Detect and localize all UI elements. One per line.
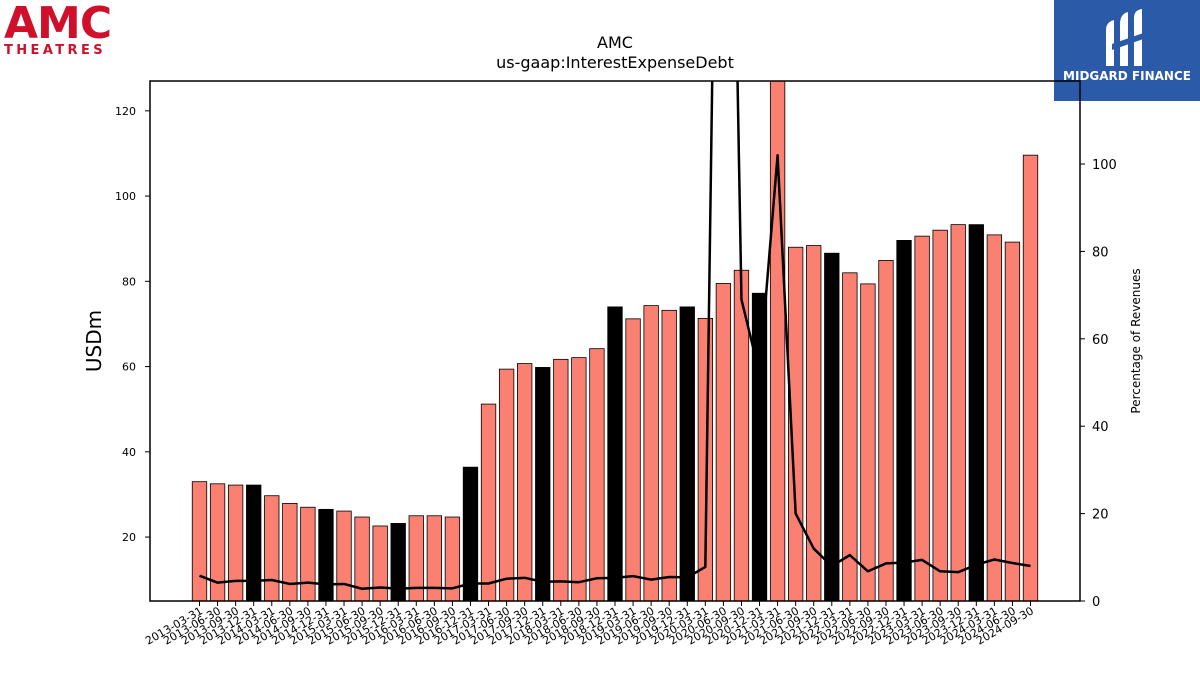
- midgard-finance-logo: MIDGARD FINANCE: [1054, 0, 1200, 101]
- bar: [824, 252, 840, 602]
- bar: [318, 508, 334, 602]
- bar: [679, 306, 695, 602]
- bar: [571, 357, 587, 602]
- y-tick-label: 80: [122, 275, 136, 288]
- chart-subtitle: us-gaap:InterestExpenseDebt: [496, 53, 734, 72]
- y-tick-label: 20: [122, 531, 136, 544]
- y2-tick-label: 20: [1092, 508, 1109, 523]
- bar: [227, 484, 244, 602]
- amc-logo-wordmark: AMC: [4, 0, 112, 49]
- midgard-logo-text: MIDGARD FINANCE: [1063, 69, 1191, 83]
- bar: [372, 525, 388, 602]
- bar: [643, 305, 659, 602]
- y-tick-label: 40: [122, 446, 136, 459]
- bar: [264, 495, 280, 602]
- bar: [932, 229, 948, 602]
- y-tick-label: 60: [122, 361, 136, 374]
- bar: [535, 367, 551, 602]
- bar: [986, 234, 1003, 602]
- bar: [282, 502, 298, 602]
- bar: [498, 368, 515, 602]
- y-axis-label: USDm: [82, 310, 106, 372]
- bar: [625, 318, 641, 602]
- percentage-line: [199, 81, 1031, 591]
- y2-tick-label: 80: [1092, 245, 1109, 260]
- bar: [715, 283, 732, 602]
- bar: [589, 348, 605, 602]
- y2-tick-label: 40: [1092, 420, 1109, 435]
- chart-title: AMC: [597, 33, 633, 52]
- bar: [661, 309, 677, 602]
- bar: [968, 224, 984, 602]
- y-tick-label: 120: [115, 105, 136, 118]
- bar: [462, 466, 479, 602]
- bar: [517, 363, 533, 602]
- midgard-emblem-icon: [1106, 9, 1146, 66]
- bar: [914, 235, 930, 602]
- bar: [950, 224, 966, 602]
- bar: [1022, 154, 1039, 602]
- bar: [191, 481, 208, 602]
- bar: [607, 306, 623, 602]
- bar: [1004, 241, 1021, 602]
- bar: [896, 240, 912, 602]
- bar: [860, 283, 876, 602]
- bar: [246, 484, 262, 602]
- bar: [480, 403, 497, 602]
- bar: [336, 510, 352, 602]
- bar: [751, 292, 768, 602]
- y2-tick-label: 100: [1092, 158, 1117, 173]
- axes: 204060801001200204060801002013-03-312013…: [115, 80, 1117, 648]
- amc-theatres-logo: AMC THEATRES: [4, 0, 134, 58]
- bar: [878, 260, 894, 602]
- bar: [300, 506, 316, 602]
- bar-series: [191, 80, 1039, 602]
- y2-tick-label: 0: [1092, 595, 1100, 610]
- y2-axis-label: Percentage of Revenues: [1129, 268, 1143, 413]
- y2-tick-label: 60: [1092, 333, 1109, 348]
- bar: [553, 358, 569, 602]
- y-tick-label: 100: [115, 190, 136, 203]
- bar: [842, 272, 858, 602]
- line-series: [199, 81, 1031, 591]
- amc-logo-subtitle: THEATRES: [4, 43, 107, 58]
